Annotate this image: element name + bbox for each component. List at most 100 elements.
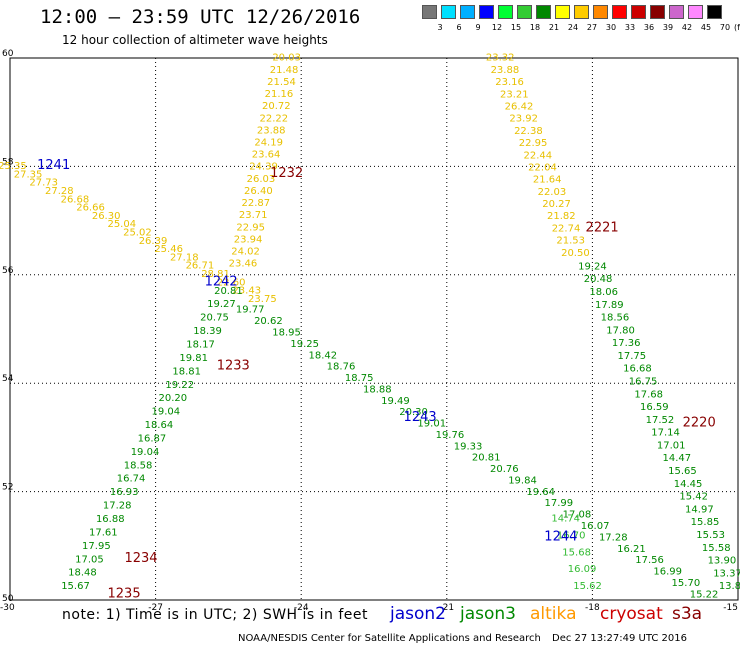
wave-height-value: 14.74: [551, 513, 580, 524]
wave-height-value: 18.64: [145, 420, 174, 431]
wave-height-value: 15.67: [61, 581, 90, 592]
wave-height-value: 13.81: [719, 581, 740, 592]
wave-height-value: 26.68: [61, 194, 90, 205]
lat-tick-label: 50: [2, 594, 14, 604]
wave-height-value: 13.90: [708, 556, 737, 567]
wave-height-value: 26.30: [92, 211, 121, 222]
lat-tick-label: 58: [2, 157, 14, 167]
wave-height-value: 17.95: [82, 541, 111, 552]
generated-timestamp: Dec 27 13:27:49 UTC 2016: [552, 633, 687, 644]
wave-height-value: 19.64: [526, 487, 555, 498]
scale-label: 15: [510, 23, 522, 32]
wave-height-value: 23.71: [239, 210, 268, 221]
wave-height-value: 16.07: [581, 521, 610, 532]
wave-height-value: 16.21: [617, 544, 646, 555]
lon-tick-label: -21: [439, 603, 454, 613]
credit-line: NOAA/NESDIS Center for Satellite Applica…: [238, 633, 541, 644]
wave-height-value: 14.45: [674, 479, 703, 490]
scale-label: 30: [605, 23, 617, 32]
time-labels: 1241 1232 2221 1242 1233 1243 2220 1244 1234 1235: [37, 158, 716, 601]
scale-label: 18: [529, 23, 541, 32]
wave-height-value: 14.97: [685, 504, 714, 515]
wave-height-value: 25.02: [123, 228, 152, 239]
scale-label: 21: [548, 23, 560, 32]
wave-height-value: 26.71: [186, 261, 215, 272]
scale-swatch: [650, 5, 665, 19]
wave-height-value: 27.35: [14, 169, 43, 180]
wave-height-value: 23.16: [495, 77, 524, 88]
legend-item-cryosat: cryosat: [600, 604, 663, 624]
wave-height-value: 26.03: [247, 174, 276, 185]
wave-height-value: 16.87: [138, 433, 167, 444]
map-grid: [9, 57, 739, 601]
scale-label: 39: [662, 23, 674, 32]
legend-item-jason3: jason3: [460, 604, 516, 624]
wave-height-value: 14.47: [663, 453, 692, 464]
wave-height-value: 17.75: [617, 351, 646, 362]
wave-height-value: 22.60: [217, 277, 246, 288]
wave-height-value: 21.64: [533, 175, 562, 186]
wave-height-value: 22.74: [552, 223, 581, 234]
wave-height-value: 17.05: [75, 554, 104, 565]
wave-height-value: 17.56: [635, 555, 664, 566]
wave-height-value: 21.53: [556, 236, 585, 247]
wave-height-value: 21.82: [547, 211, 576, 222]
wave-height-value: 24.02: [231, 247, 260, 258]
wave-height-value: 26.40: [244, 186, 273, 197]
scale-swatch: [555, 5, 570, 19]
scale-swatch: [498, 5, 513, 19]
wave-height-value: 22.22: [259, 113, 288, 124]
wave-height-value: 18.81: [172, 366, 201, 377]
scale-label: 33: [624, 23, 636, 32]
lat-tick-label: 60: [2, 49, 14, 59]
scale-swatch: [536, 5, 551, 19]
wave-height-value: 23.92: [509, 114, 538, 125]
wave-height-value: 19.25: [290, 339, 319, 350]
wave-height-value: 17.61: [89, 527, 118, 538]
axis-ticks: 60 58 56 54 52 50-30 -27 -24 -21 -18 -15: [0, 49, 738, 613]
wave-height-value: 20.75: [200, 313, 229, 324]
wave-height-value: 27.18: [170, 252, 199, 263]
wave-height-value: 25.04: [107, 219, 136, 230]
wave-height-value: 17.68: [634, 389, 663, 400]
wave-height-value: 20.27: [542, 199, 571, 210]
wave-height-value: 19.24: [578, 261, 607, 272]
wave-height-value: 23.46: [229, 259, 258, 270]
wave-height-value: 19.81: [179, 353, 208, 364]
scale-swatch: [479, 5, 494, 19]
wave-height-value: 16.68: [623, 364, 652, 375]
wave-height-value: 19.27: [207, 299, 236, 310]
wave-height-value: 23.21: [500, 89, 529, 100]
wave-height-value: 23.32: [486, 53, 515, 64]
wave-height-value: 18.48: [68, 568, 97, 579]
pass-time-label: 1233: [217, 359, 250, 374]
wave-height-value: 15.68: [562, 547, 591, 558]
lon-tick-label: -30: [0, 603, 15, 613]
wave-height-value: 13.37: [713, 568, 740, 579]
scale-label: 3: [437, 23, 443, 32]
pass-time-label: 1243: [404, 410, 437, 425]
scale-label: 24: [567, 23, 579, 32]
wave-height-value: 18.17: [186, 339, 215, 350]
wave-height-value: 17.14: [651, 428, 680, 439]
lat-tick-label: 54: [2, 374, 14, 384]
wave-height-value: 23.43: [232, 286, 261, 297]
page-subtitle: 12 hour collection of altimeter wave hei…: [62, 33, 328, 47]
wave-height-value: 15.70: [672, 578, 701, 589]
wave-height-value: 16.93: [110, 487, 139, 498]
wave-height-value: 21.16: [265, 89, 294, 100]
wave-height-value: 19.84: [508, 475, 537, 486]
wave-height-value: 15.42: [679, 492, 708, 503]
wave-height-value: 23.88: [491, 65, 520, 76]
wave-height-value: 27.73: [29, 178, 58, 189]
wave-height-value: 23.88: [257, 125, 286, 136]
scale-label: 9: [475, 23, 481, 32]
legend-item-s3a: s3a: [672, 604, 703, 624]
pass-time-label: 1234: [124, 551, 157, 566]
legend-item-altika: altika: [530, 604, 577, 624]
wave-height-value: 15.58: [702, 543, 731, 554]
data-points: 25.3527.3527.7327.2826.6826.6626.3025.04…: [0, 53, 740, 601]
wave-height-value: 17.89: [595, 300, 624, 311]
wave-height-value: 19.22: [165, 380, 194, 391]
